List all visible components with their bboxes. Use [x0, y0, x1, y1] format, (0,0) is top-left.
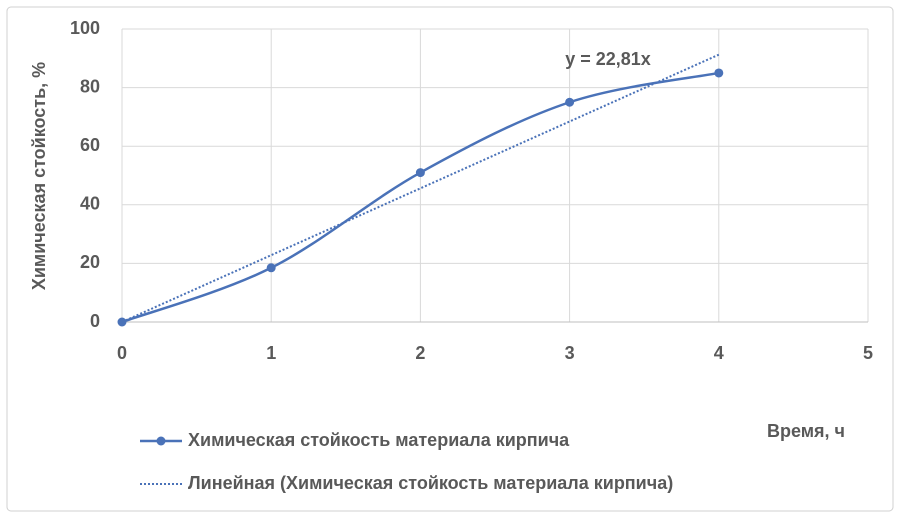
y-tick-label: 0: [90, 311, 100, 331]
x-tick-label: 2: [415, 343, 425, 363]
point: [714, 68, 724, 78]
x-tick-label: 3: [565, 343, 575, 363]
legend-label: Линейная (Химическая стойкость материала…: [188, 473, 673, 493]
legend-label: Химическая стойкость материала кирпича: [188, 430, 570, 450]
y-tick-label: 80: [80, 76, 100, 96]
point: [565, 97, 575, 107]
y-tick-label: 100: [70, 18, 100, 38]
annotation: y = 22,81x: [565, 49, 651, 69]
legend-marker: [156, 436, 166, 446]
point: [266, 263, 276, 273]
y-tick-label: 40: [80, 194, 100, 214]
y-axis-label: Химическая стойкость, %: [29, 62, 49, 290]
y-tick-label: 60: [80, 135, 100, 155]
x-tick-label: 1: [266, 343, 276, 363]
x-axis-label: Время, ч: [767, 421, 845, 441]
x-tick-label: 4: [714, 343, 724, 363]
series-line: [121, 53, 720, 323]
y-tick-label: 20: [80, 252, 100, 272]
x-tick-label: 0: [117, 343, 127, 363]
x-tick-label: 5: [863, 343, 873, 363]
chart-frame: [6, 6, 894, 512]
point: [415, 168, 425, 178]
